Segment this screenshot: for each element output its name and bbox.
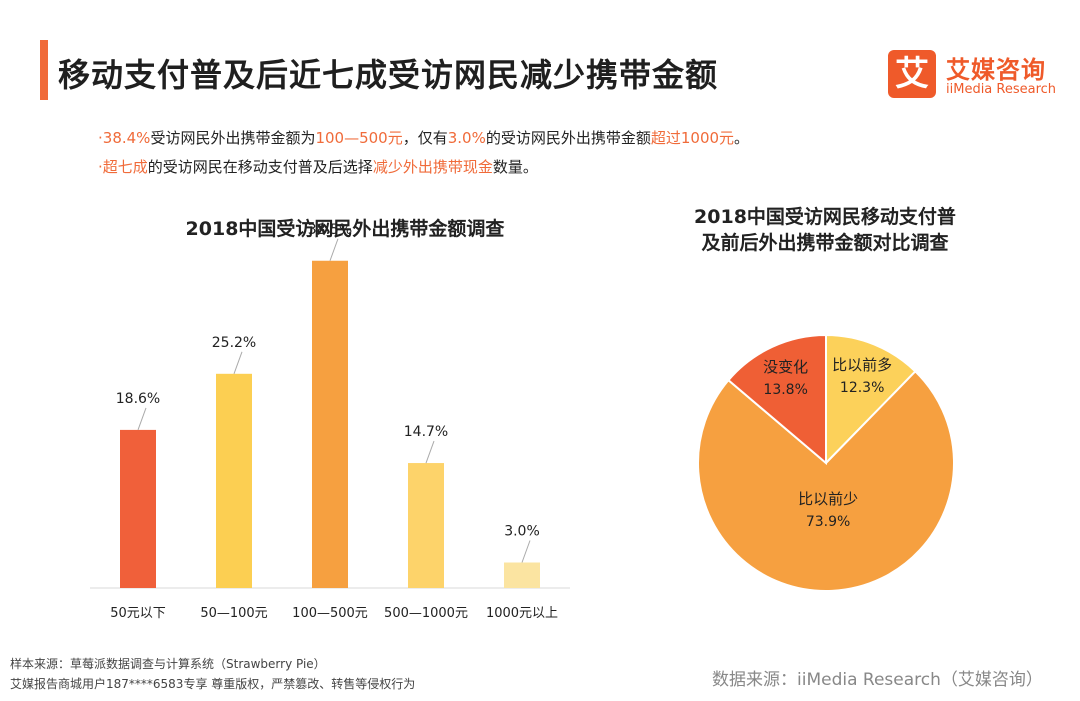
bar-value-label: 18.6% — [116, 391, 160, 407]
logo-mark-icon: 艾 — [888, 50, 936, 98]
pie-slice-label: 比以前少 — [798, 490, 858, 508]
copyright-notice: 艾媒报告商城用户187****6583专享 尊重版权，严禁篡改、转售等侵权行为 — [10, 677, 416, 691]
summary-bullets: ·38.4%受访网民外出携带金额为100—500元，仅有3.0%的受访网民外出携… — [98, 124, 749, 182]
bar-value-label: 14.7% — [404, 424, 448, 440]
bar-5 — [504, 562, 540, 588]
pie-slice-2 — [697, 369, 955, 592]
title-accent-bar — [40, 40, 48, 100]
bullet-text: 数量。 — [492, 158, 538, 176]
bullet-text: 受访网民外出携带金额为 — [150, 129, 316, 147]
bar-3 — [312, 260, 348, 588]
page-title: 移动支付普及后近七成受访网民减少携带金额 — [58, 56, 719, 94]
bar-4 — [408, 463, 444, 588]
bar-2 — [216, 373, 252, 588]
iimedia-logo: 艾 艾媒咨询 iiMedia Research — [888, 50, 1068, 102]
pie-value-label: 73.9% — [806, 514, 850, 530]
pie-slice-1 — [825, 333, 917, 466]
bullet-text: 减少外出携带现金 — [372, 158, 493, 176]
bar-chart-title: 2018中国受访网民外出携带金额调查 — [185, 218, 505, 240]
bar-leader-line — [521, 540, 531, 563]
bullet-text: 3.0% — [447, 129, 486, 147]
bar-category-label: 50—100元 — [200, 606, 267, 621]
bar-category-label: 100—500元 — [292, 606, 368, 621]
bullet-2: ·超七成的受访网民在移动支付普及后选择减少外出携带现金数量。 — [98, 153, 749, 182]
pie-slice-label: 比以前多 — [832, 356, 892, 374]
pie-title-line: 2018中国受访网民移动支付普 — [694, 206, 956, 228]
pie-slice-3 — [726, 333, 827, 466]
bar-value-label: 38.5% — [308, 222, 352, 238]
pie-value-label: 13.8% — [763, 382, 807, 398]
bullet-text: 超过1000元 — [650, 129, 735, 147]
data-source: 数据来源：iiMedia Research（艾媒咨询） — [712, 670, 1043, 690]
bullet-text: 。 — [734, 129, 750, 147]
bar-1 — [120, 429, 156, 588]
bar-value-label: 3.0% — [504, 524, 540, 540]
pie-slice-label: 没变化 — [763, 358, 808, 376]
sample-source: 样本来源：草莓派数据调查与计算系统（Strawberry Pie） — [10, 657, 326, 671]
bar-value-label: 25.2% — [212, 335, 256, 351]
pie-title-line: 及前后外出携带金额对比调查 — [701, 232, 949, 254]
bar-category-label: 500—1000元 — [384, 606, 468, 621]
footer-left: 样本来源：草莓派数据调查与计算系统（Strawberry Pie） 艾媒报告商城… — [10, 654, 415, 694]
bullet-text: 的受访网民外出携带金额 — [485, 129, 651, 147]
bar-leader-line — [233, 351, 243, 374]
bullet-text: 的受访网民在移动支付普及后选择 — [147, 158, 373, 176]
bullet-text: 100—500元 — [315, 129, 403, 147]
pie-chart-title: 2018中国受访网民移动支付普 及前后外出携带金额对比调查 — [650, 204, 1000, 256]
bullet-text: 超七成 — [102, 158, 148, 176]
bar-category-label: 1000元以上 — [486, 606, 558, 621]
bar-leader-line — [137, 407, 147, 431]
bar-leader-line — [425, 440, 435, 464]
bar-category-label: 50元以下 — [110, 606, 166, 621]
pie-value-label: 12.3% — [840, 380, 884, 396]
bullet-text: ，仅有 — [402, 129, 448, 147]
bullet-text: 38.4% — [102, 129, 151, 147]
logo-cn-text: 艾媒咨询 — [946, 56, 1046, 84]
logo-en-text: iiMedia Research — [946, 82, 1057, 97]
bullet-dot: · — [98, 158, 103, 176]
bar-leader-line — [329, 238, 339, 261]
bullet-1: ·38.4%受访网民外出携带金额为100—500元，仅有3.0%的受访网民外出携… — [98, 124, 749, 153]
bullet-dot: · — [98, 129, 103, 147]
